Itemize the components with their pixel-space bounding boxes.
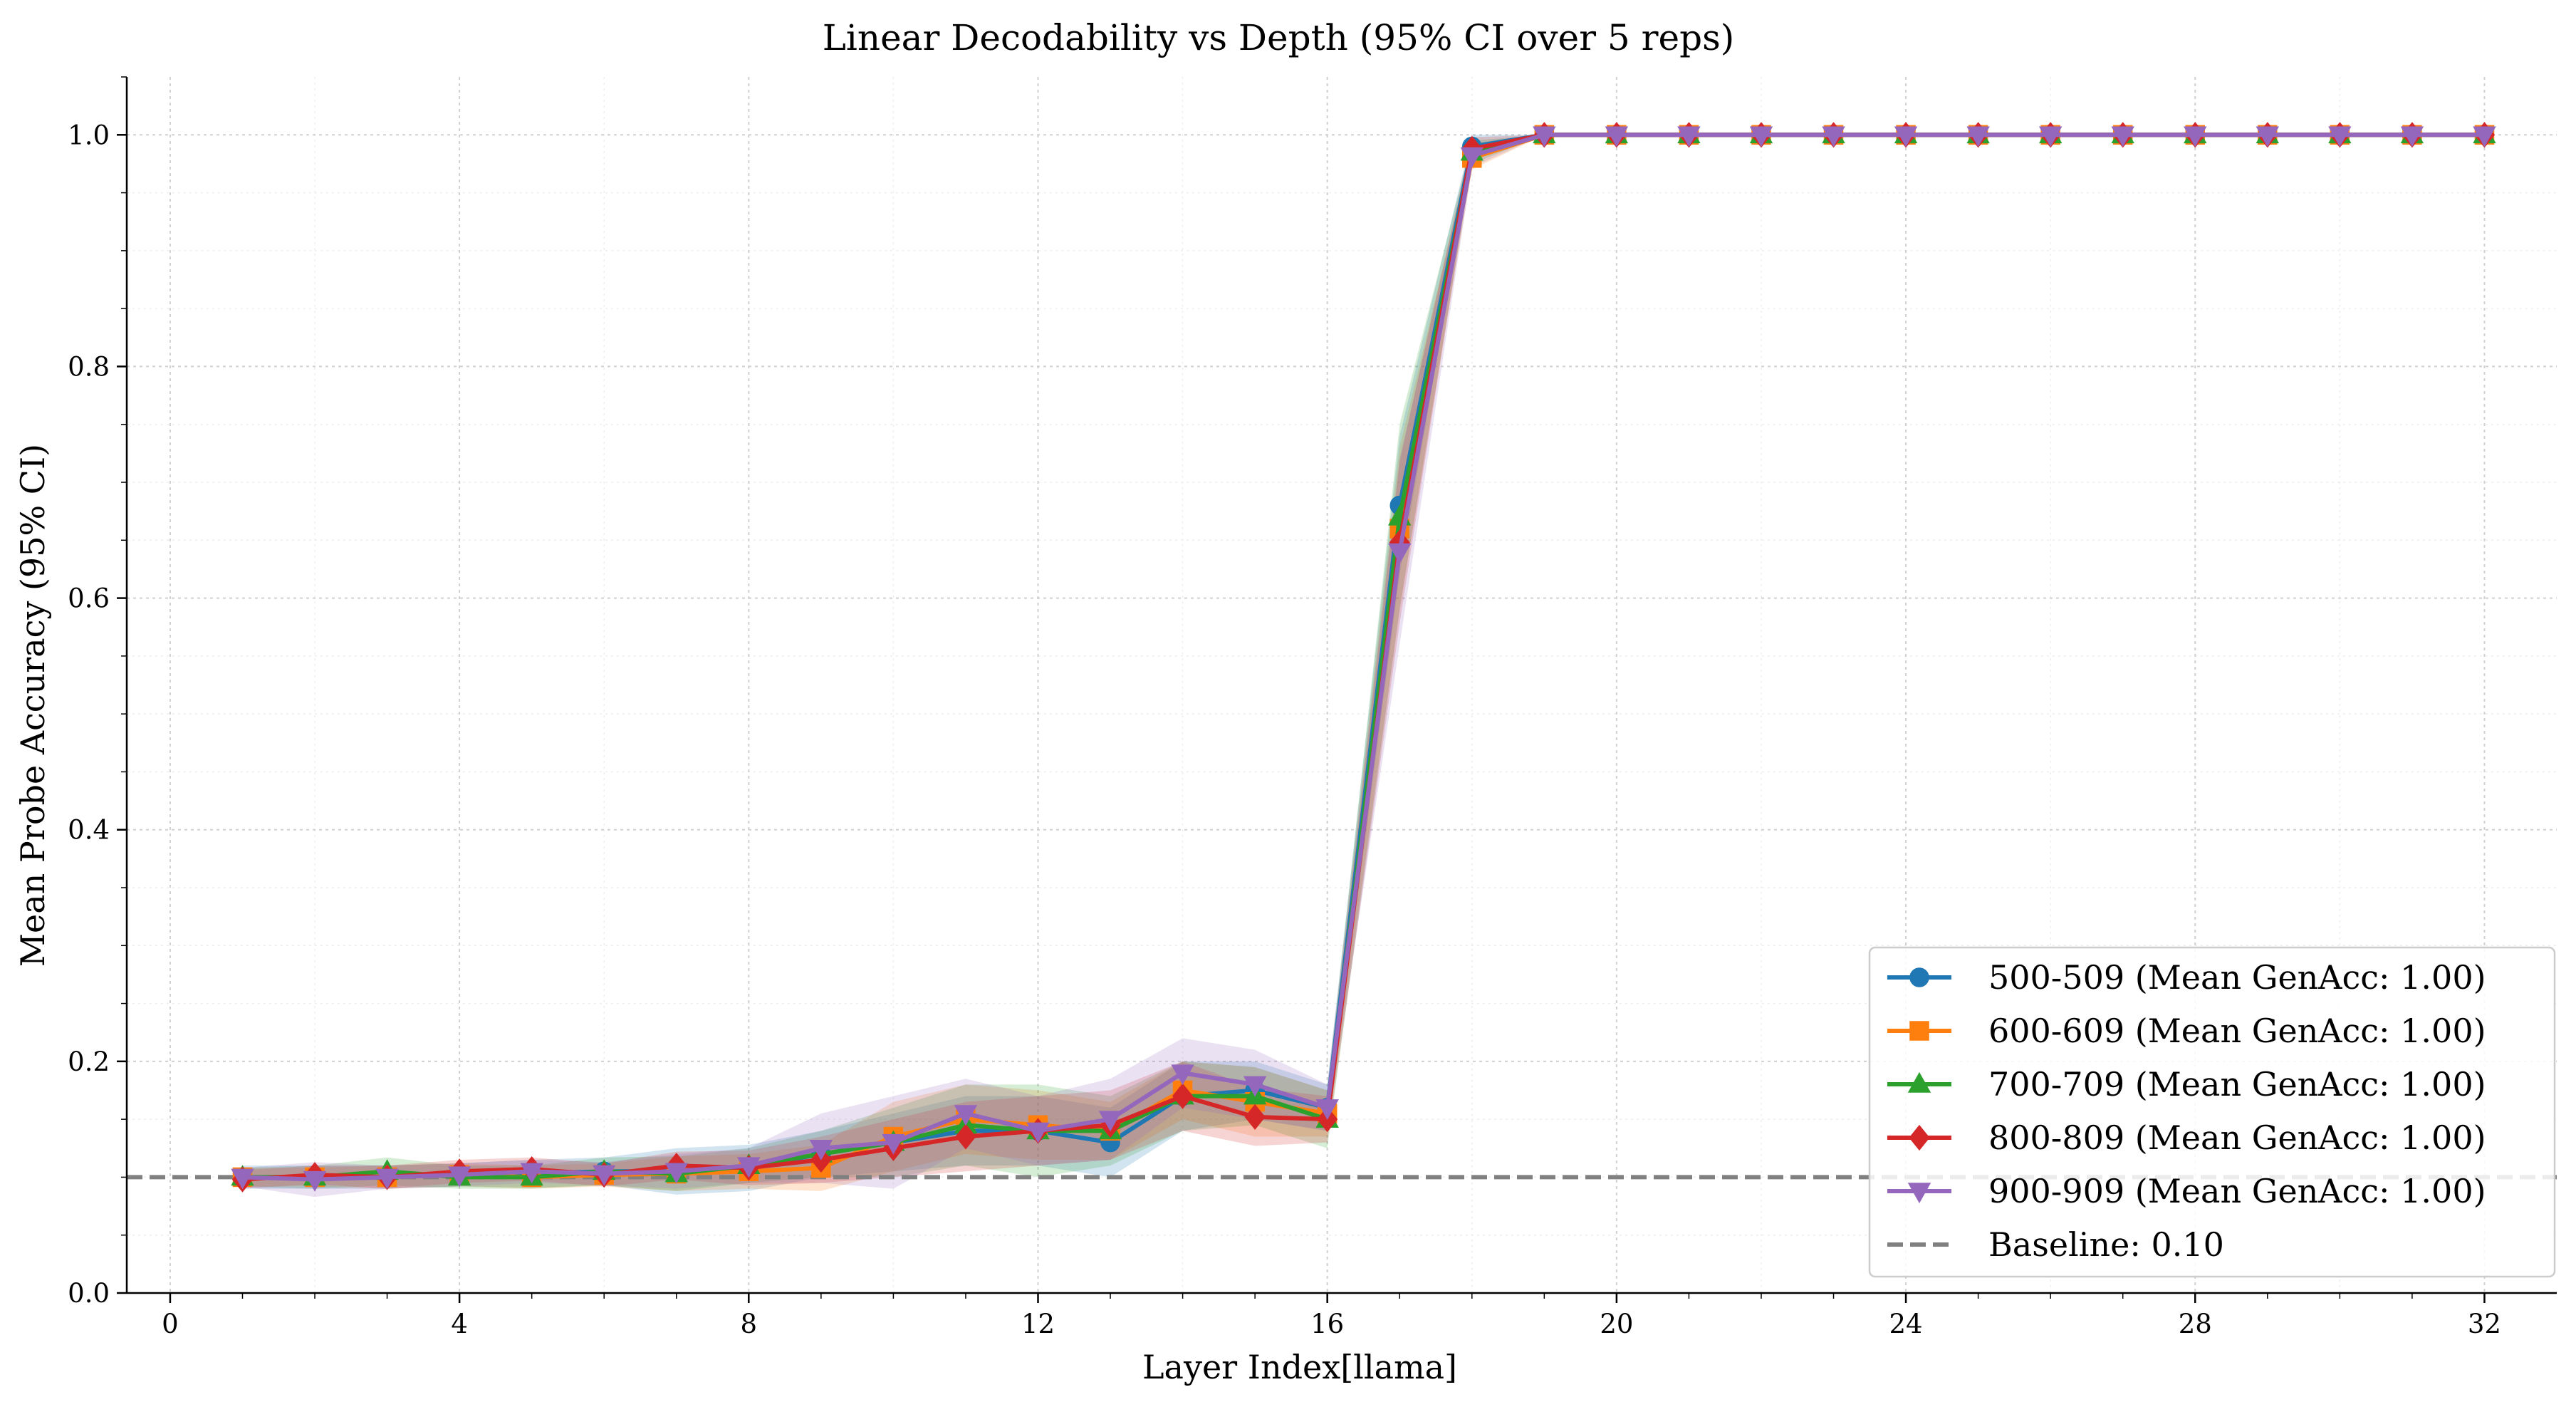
data-point (737, 1157, 761, 1178)
data-point (954, 1105, 978, 1126)
chart-title: Linear Decodability vs Depth (95% CI ove… (823, 17, 1735, 58)
data-point (1244, 1104, 1266, 1130)
data-point (882, 1133, 905, 1155)
data-point (955, 1123, 976, 1150)
legend-marker-5 (1907, 1183, 1931, 1204)
data-point (1822, 126, 1845, 147)
x-tick-label: 32 (2468, 1309, 2501, 1339)
data-point (1677, 126, 1701, 147)
series-layer (231, 122, 2496, 1193)
x-tick-label: 28 (2179, 1309, 2212, 1339)
legend-label-5: 900-909 (Mean GenAcc: 1.00) (1988, 1172, 2486, 1210)
legend-label-1: 500-509 (Mean GenAcc: 1.00) (1988, 958, 2486, 997)
data-point (1605, 126, 1629, 147)
data-point (447, 1166, 471, 1188)
y-tick-label: 0.8 (68, 351, 110, 382)
y-tick-label: 0.2 (68, 1047, 110, 1077)
data-point (1388, 543, 1412, 564)
data-point (1966, 126, 1990, 147)
legend-marker-3 (1907, 1071, 1931, 1093)
legend-label-2: 600-609 (Mean GenAcc: 1.00) (1988, 1012, 2486, 1050)
data-point (1098, 1111, 1122, 1132)
legend-marker-1 (1909, 967, 1929, 987)
legend-entries: 500-509 (Mean GenAcc: 1.00) 600-609 (Mean… (1887, 958, 2486, 1264)
data-point (1533, 126, 1556, 147)
data-point (1315, 1099, 1339, 1121)
series-line-5 (242, 133, 2485, 1182)
series-5 (231, 126, 2496, 1192)
legend-marker-2 (1909, 1021, 1929, 1041)
legend-marker-4 (1909, 1124, 1930, 1151)
x-tick-label: 0 (162, 1309, 179, 1339)
data-point (2400, 126, 2424, 147)
data-point (1243, 1076, 1267, 1097)
data-point (1749, 126, 1773, 147)
y-tick-label: 0.6 (68, 583, 110, 614)
data-point (1026, 1122, 1050, 1143)
data-point (231, 1168, 254, 1190)
data-point (2184, 126, 2207, 147)
data-point (2473, 126, 2496, 147)
legend-label-4: 800-809 (Mean GenAcc: 1.00) (1988, 1118, 2486, 1157)
x-tick-label: 12 (1021, 1309, 1055, 1339)
legend: 500-509 (Mean GenAcc: 1.00) 600-609 (Mean… (1868, 946, 2556, 1278)
data-point (1894, 126, 1918, 147)
data-point (520, 1163, 543, 1184)
x-tick-label: 20 (1600, 1309, 1633, 1339)
data-point (1171, 1064, 1194, 1086)
grid (127, 77, 2557, 1294)
x-tick-label: 16 (1310, 1309, 1344, 1339)
data-point (375, 1168, 399, 1190)
data-point (303, 1170, 327, 1192)
x-axis-label: Layer Index[llama] (1142, 1348, 1457, 1386)
legend-label-3: 700-709 (Mean GenAcc: 1.00) (1988, 1065, 2486, 1104)
y-axis-label: Mean Probe Accuracy (95% CI) (14, 444, 52, 967)
y-tick-label: 1.0 (68, 120, 110, 150)
data-point (664, 1163, 688, 1184)
y-tick-label: 0.4 (68, 815, 110, 846)
y-tick-label: 0.0 (68, 1278, 110, 1309)
data-point (1172, 1083, 1194, 1109)
x-tick-label: 8 (741, 1309, 758, 1339)
data-point (2038, 126, 2063, 147)
data-point (809, 1139, 833, 1160)
ticks: 0 4 8 12 16 20 24 28 32 0.0 0.2 0.4 0.6 0.8 1.0 (68, 76, 2501, 1339)
data-point (1460, 147, 1484, 168)
legend-frame (1868, 946, 2556, 1278)
data-point (2111, 126, 2134, 147)
data-point (2256, 126, 2280, 147)
data-point (592, 1165, 616, 1186)
data-point (2328, 126, 2352, 147)
x-tick-label: 4 (451, 1309, 468, 1339)
legend-label-baseline: Baseline: 0.10 (1988, 1225, 2224, 1264)
x-tick-label: 24 (1889, 1309, 1923, 1339)
